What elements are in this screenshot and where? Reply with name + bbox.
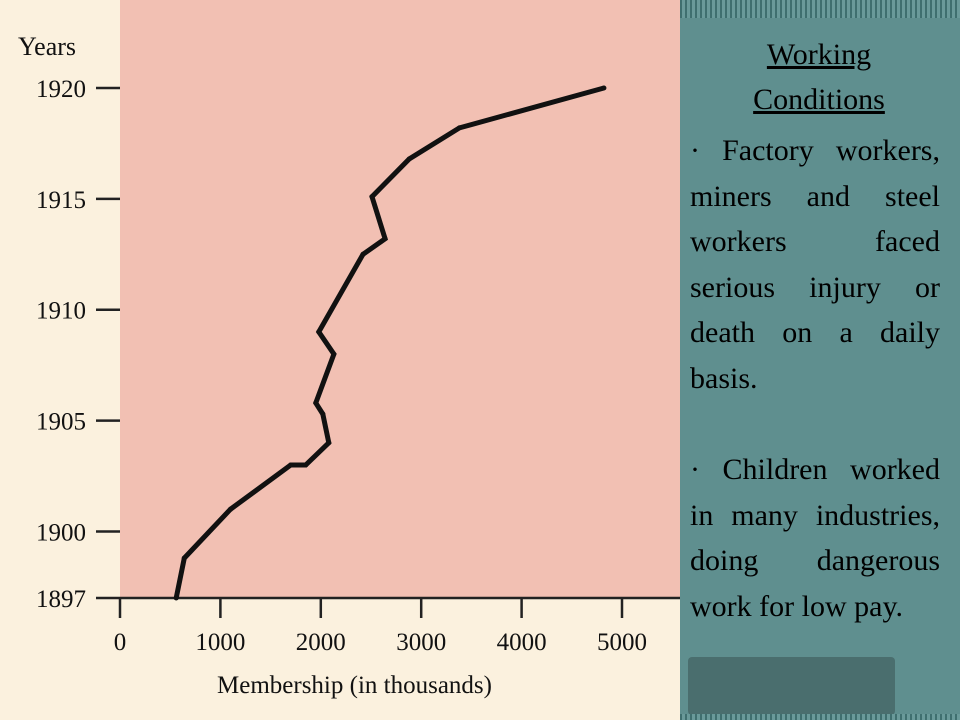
data-point [331,351,337,357]
plot-area [120,0,680,598]
data-point [369,194,375,200]
data-point [326,440,332,446]
panel-top-stripe [680,0,960,18]
data-point [227,506,233,512]
data-point [601,85,607,91]
y-tick-label: 1920 [36,76,86,103]
data-point [173,595,179,601]
y-tick-label: 1897 [36,586,86,613]
series-line [173,85,605,599]
data-point [316,329,322,335]
data-point [320,411,326,417]
y-tick-label: 1905 [36,409,86,436]
x-tick-label: 5000 [597,629,647,656]
data-point [288,462,294,468]
data-point [313,400,319,406]
x-tick-label: 4000 [497,629,547,656]
x-tick-label: 3000 [396,629,446,656]
data-point [406,156,412,162]
x-tick-label: 2000 [296,629,346,656]
y-axis: 1897 1900 1905 1910 1915 1920 [36,76,120,613]
y-tick-label: 1900 [36,519,86,546]
y-axis-title: Years [18,32,76,61]
y-tick-label: 1915 [36,187,86,214]
panel-footer-box [688,657,895,715]
bullet-item: · Children worked in many industries, do… [690,453,940,623]
data-point [360,251,366,257]
data-point [181,555,187,561]
data-point [456,125,462,131]
panel-title-line2: Conditions [753,83,885,116]
x-tick-label: 1000 [195,629,245,656]
x-axis: 0 1000 2000 3000 4000 5000 [114,598,647,656]
series-points [173,85,607,601]
info-panel: Working Conditions · Factory workers, mi… [680,0,960,720]
membership-chart: 1897 1900 1905 1910 1915 1920 0 1000 2000 3000 40… [18,0,680,699]
data-point [382,236,388,242]
data-point [303,462,309,468]
panel-bottom-stripe [680,714,960,720]
bullet-item: · Factory workers, miners and steel work… [690,134,940,395]
panel-title-line1: Working [766,38,872,71]
y-tick-label: 1910 [36,298,86,325]
panel-title: Working Conditions [694,32,944,122]
x-tick-label: 0 [114,629,127,656]
x-axis-title: Membership (in thousands) [217,672,492,699]
